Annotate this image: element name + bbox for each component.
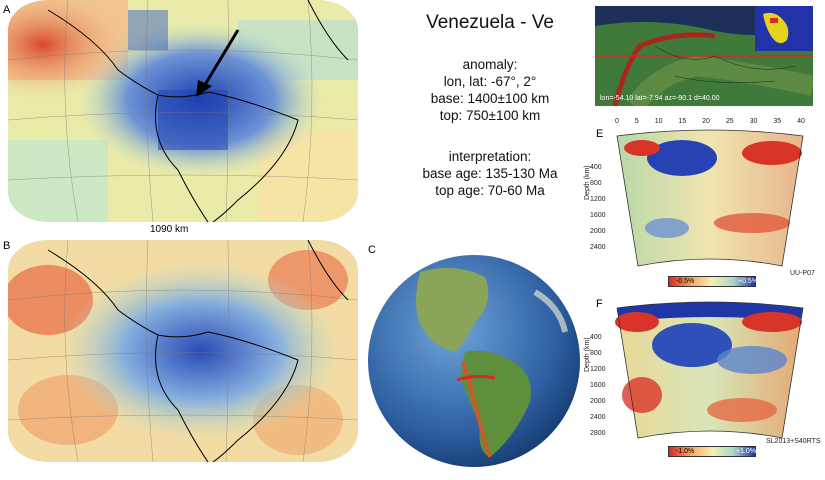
anomaly-top: top: 750±100 km [439,108,541,123]
panel-f-scale-max: +1.0% [736,448,757,455]
tick-label: 400 [590,164,602,171]
tick-label: 1600 [590,382,606,389]
panel-label-e: E [596,128,604,140]
tick-label: 2400 [590,414,606,421]
tick-label: 10 [654,118,663,125]
anomaly-heading: anomaly: [462,57,518,72]
tick-label: 2400 [590,244,606,251]
tick-label: 20 [702,118,710,125]
tick-label: 40 [797,118,805,125]
panel-c-globe [368,255,580,467]
tick-label: 25 [725,118,734,125]
panel-d-map: lon=-54.10 lat=-7.94 az=-90.1 d=40.00 [595,6,813,106]
anomaly-lonlat: lon, lat: -67°, 2° [443,74,537,89]
page-title: Venezuela - Ve [426,12,554,33]
tick-label: 400 [590,334,602,341]
tick-label: 15 [678,118,687,125]
tick-label: 800 [590,180,602,187]
panel-a-arrowhead [196,80,212,97]
interpretation-heading: interpretation: [448,149,532,164]
tick-label: 5 [634,118,639,125]
panel-e-model: UU-P07 [790,270,815,277]
panel-e-distance-ticks: 0 5 10 15 20 25 30 35 40 [615,118,805,125]
tick-label: 1200 [590,366,606,373]
panel-f-colorbar [668,446,756,457]
panel-label-f: F [596,298,603,310]
panel-a-tomography [8,0,358,222]
panel-e-section [616,129,804,267]
interpretation-base-age: base age: 135-130 Ma [422,166,558,181]
panel-label-b: B [3,240,11,252]
anomaly-base: base: 1400±100 km [430,91,550,106]
tick-label: 2000 [590,228,606,235]
tick-label: 0 [615,118,619,125]
panel-e-scale-max: +0.5% [738,278,759,285]
panel-b-map [8,240,358,462]
panel-e-scale-min: -0.5% [676,278,695,285]
tick-label: 35 [773,118,782,125]
interpretation-top-age: top age: 70-60 Ma [435,183,545,198]
tick-label: 800 [590,350,602,357]
panel-e-colorbar [668,276,756,287]
tick-label: 2000 [590,398,606,405]
panel-d-relief [595,6,813,106]
panel-b-tomography [8,240,358,462]
panel-a-depth-label: 1090 km [150,224,189,235]
panel-f-section [615,301,804,439]
panel-label-a: A [3,4,11,16]
panel-f-model: SL2013+S40RTS [766,438,821,445]
panel-e-depth-ticks: 400 800 1200 1600 2000 2400 [590,160,606,256]
interpretation-block: interpretation: base age: 135-130 Ma top… [405,148,575,199]
panel-label-c: C [368,244,376,256]
panel-a-map [8,0,358,222]
panel-f-depth-ticks: 400 800 1200 1600 2000 2400 2800 [590,330,606,442]
anomaly-block: anomaly: lon, lat: -67°, 2° base: 1400±1… [405,56,575,124]
panel-a-arrow [201,29,240,89]
tick-label: 1200 [590,196,606,203]
panel-d-caption: lon=-54.10 lat=-7.94 az=-90.1 d=40.00 [600,95,720,102]
tick-label: 30 [749,118,758,125]
panel-f-scale-min: -1.0% [676,448,695,455]
tick-label: 1600 [590,212,606,219]
tick-label: 2800 [590,430,606,437]
